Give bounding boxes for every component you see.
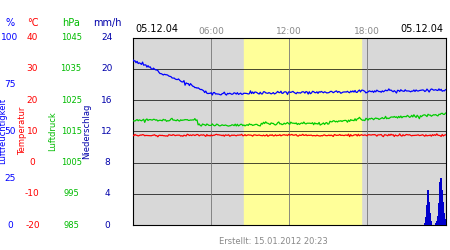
- Bar: [435, 224, 436, 225]
- Text: 12: 12: [101, 127, 113, 136]
- Text: 05.12.04: 05.12.04: [400, 24, 443, 34]
- Text: 75: 75: [4, 80, 16, 89]
- Bar: [443, 202, 444, 225]
- Text: 1025: 1025: [61, 96, 81, 104]
- Bar: [445, 219, 446, 225]
- Bar: [444, 213, 445, 225]
- Text: 20: 20: [27, 96, 38, 104]
- Text: 16: 16: [101, 96, 113, 104]
- Text: 25: 25: [4, 174, 16, 182]
- Bar: [424, 223, 426, 225]
- Bar: [428, 190, 429, 225]
- Text: 20: 20: [101, 64, 113, 73]
- Text: 30: 30: [27, 64, 38, 73]
- Bar: [441, 178, 442, 225]
- Text: 10: 10: [27, 127, 38, 136]
- Text: 1015: 1015: [61, 127, 81, 136]
- Bar: [438, 203, 440, 225]
- Text: -20: -20: [25, 220, 40, 230]
- Bar: [431, 221, 432, 225]
- Text: 24: 24: [101, 33, 112, 42]
- Bar: [426, 206, 428, 225]
- Text: 100: 100: [1, 33, 18, 42]
- Text: 0: 0: [7, 220, 13, 230]
- Text: Temperatur: Temperatur: [18, 107, 27, 156]
- Text: 0: 0: [104, 220, 110, 230]
- Text: 4: 4: [104, 189, 110, 198]
- Text: 50: 50: [4, 127, 16, 136]
- Text: Luftfeuchtigkeit: Luftfeuchtigkeit: [0, 98, 7, 164]
- Text: Luftdruck: Luftdruck: [49, 112, 58, 151]
- Text: -10: -10: [25, 189, 40, 198]
- Text: Erstellt: 15.01.2012 20:23: Erstellt: 15.01.2012 20:23: [219, 237, 328, 246]
- Text: 995: 995: [63, 189, 79, 198]
- Bar: [436, 221, 437, 225]
- Text: 985: 985: [63, 220, 79, 230]
- Text: Niederschlag: Niederschlag: [82, 104, 91, 159]
- Bar: [425, 217, 427, 225]
- Text: 40: 40: [27, 33, 38, 42]
- Bar: [243, 38, 361, 225]
- Text: °C: °C: [27, 18, 38, 28]
- Text: 0: 0: [30, 158, 35, 167]
- Bar: [437, 216, 439, 225]
- Text: hPa: hPa: [62, 18, 80, 28]
- Text: %: %: [5, 18, 14, 28]
- Text: 8: 8: [104, 158, 110, 167]
- Bar: [439, 182, 441, 225]
- Bar: [429, 213, 431, 225]
- Text: 1045: 1045: [61, 33, 81, 42]
- Text: 1005: 1005: [61, 158, 81, 167]
- Text: mm/h: mm/h: [93, 18, 122, 28]
- Text: 05.12.04: 05.12.04: [135, 24, 178, 34]
- Text: 1035: 1035: [61, 64, 81, 73]
- Bar: [428, 202, 430, 225]
- Bar: [441, 190, 443, 225]
